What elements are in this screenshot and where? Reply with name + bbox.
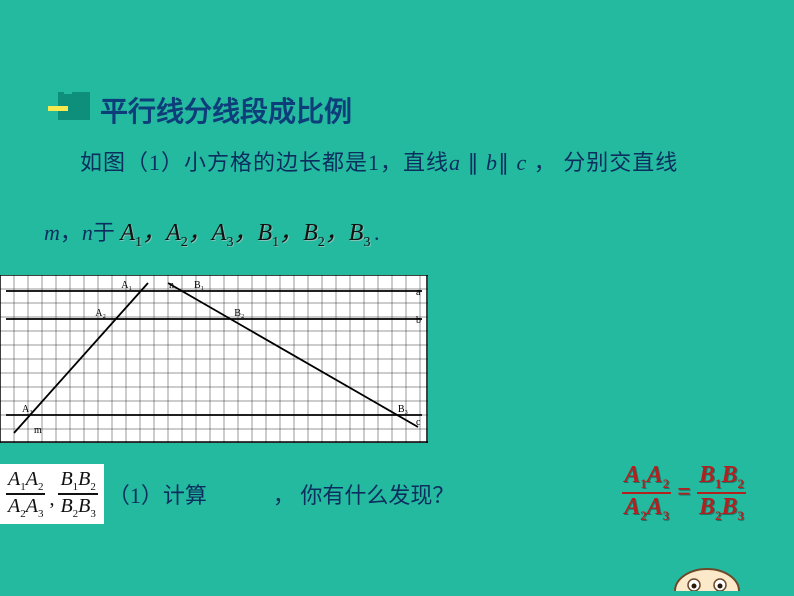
fraction-right: B1B2 B2B3 — [58, 468, 97, 520]
svg-text:B₁: B₁ — [194, 280, 204, 291]
svg-text:m: m — [34, 425, 42, 436]
var-n: n — [82, 220, 93, 245]
svg-text:c: c — [416, 417, 421, 428]
fraction-comma: , — [49, 488, 54, 511]
answer-right: B1B2 B2B3 — [697, 462, 746, 524]
svg-text:a: a — [416, 287, 421, 298]
question-post: ， 你有什么发现？ — [273, 483, 455, 508]
parallel2: ∥ — [498, 150, 517, 175]
svg-text:A₂: A₂ — [95, 308, 106, 319]
points-list: A1，A2，A3，B1，B2，B3 — [120, 220, 374, 246]
yu: 于 — [93, 220, 115, 245]
svg-text:A₃: A₃ — [22, 404, 33, 415]
answer-left: A1A2 A2A3 — [622, 462, 671, 524]
period: . — [374, 220, 380, 245]
var-c: c — [517, 150, 528, 175]
grid-diagram: A₁ A₂ A₃ B₁ B₂ B₃ a b c m n — [0, 275, 428, 443]
intro-post: ， 分别交直线 — [527, 150, 678, 175]
fraction-left: A1A2 A2A3 — [6, 468, 45, 520]
question-pre: （1）计算 — [108, 483, 207, 508]
question-block: A1A2 A2A3 , B1B2 B2B3 （1）计算 ， 你有什么发现？ — [0, 464, 454, 524]
cartoon-peek-icon — [672, 565, 742, 596]
intro-text-line2: m，n于 A1，A2，A3，B1，B2，B3 . — [44, 212, 379, 251]
intro-text-line1: 如图（1）小方格的边长都是1，直线a ∥ b∥ c ， 分别交直线 — [80, 145, 678, 177]
var-m: m — [44, 220, 60, 245]
svg-text:B₂: B₂ — [234, 308, 244, 319]
header-decoration-icon — [44, 82, 96, 124]
var-b: b — [486, 150, 498, 175]
svg-text:A₁: A₁ — [121, 280, 132, 291]
equals-sign: = — [677, 479, 691, 506]
svg-text:n: n — [169, 280, 174, 291]
section-title: 平行线分线段成比例 — [100, 90, 352, 130]
var-a: a — [449, 150, 461, 175]
fraction-box: A1A2 A2A3 , B1B2 B2B3 — [0, 464, 104, 524]
parallel1: ∥ — [461, 150, 486, 175]
intro-pre: 如图（1）小方格的边长都是1，直线 — [80, 150, 449, 175]
question-text: （1）计算 ， 你有什么发现？ — [108, 478, 455, 510]
svg-text:B₃: B₃ — [398, 404, 408, 415]
svg-text:b: b — [416, 315, 421, 326]
answer-equation: A1A2 A2A3 = B1B2 B2B3 — [622, 462, 746, 524]
